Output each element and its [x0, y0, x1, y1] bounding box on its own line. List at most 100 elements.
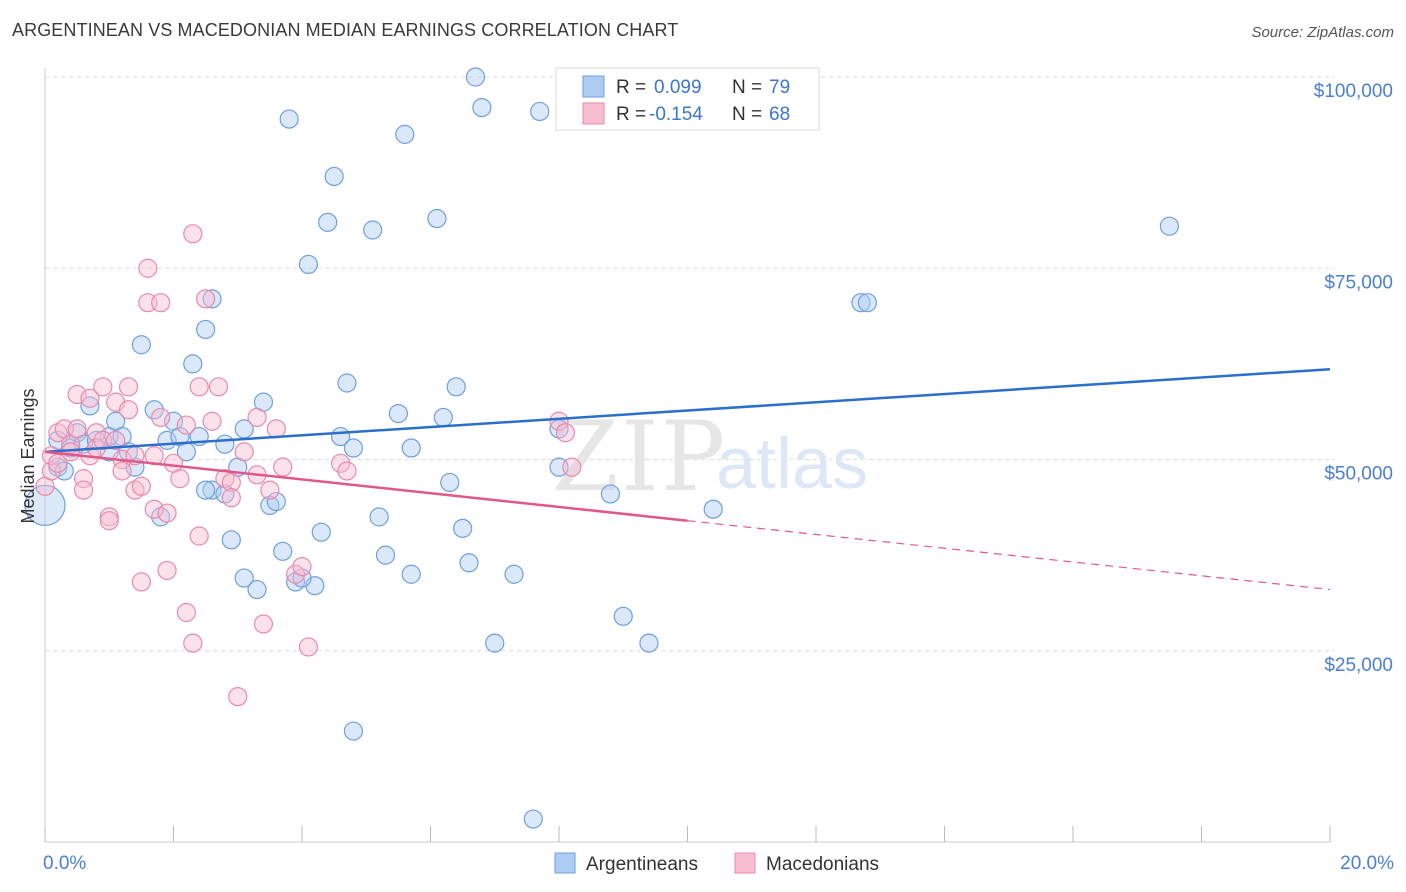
argentinean-point	[298, 254, 319, 275]
argentinean-point	[273, 541, 293, 561]
legend-top-r-label-2: R =	[616, 104, 646, 125]
argentinean-point	[530, 101, 550, 122]
argentinean-point	[318, 212, 338, 232]
argentinean-point	[639, 633, 659, 653]
legend-macedonians-label: Macedonians	[766, 854, 879, 875]
argentinean-point	[427, 208, 447, 229]
legend-top-n-value-1: 79	[769, 77, 790, 98]
argentinean-point	[202, 289, 222, 309]
macedonian-point	[330, 453, 351, 473]
legend-top-r-label-1: R =	[616, 77, 646, 98]
argentinean-point	[465, 67, 486, 87]
argentinean-point	[311, 522, 331, 542]
y-axis-label: Median Earnings	[18, 388, 38, 523]
macedonian-point	[176, 602, 196, 623]
argentinean-point	[196, 480, 216, 500]
argentinean-point	[24, 484, 66, 526]
chart-title: ARGENTINEAN VS MACEDONIAN MEDIAN EARNING…	[12, 20, 679, 40]
macedonian-point	[273, 457, 293, 477]
legend-top-n-label-1: N =	[732, 77, 762, 98]
macedonian-point	[86, 423, 107, 443]
macedonian-point	[118, 377, 139, 397]
argentinean-point	[459, 553, 479, 573]
macedonian-point	[292, 556, 312, 577]
macedonian-point	[202, 411, 222, 431]
macedonian-point	[151, 407, 171, 428]
y-tick-label: $25,000	[1324, 655, 1393, 676]
argentinean-point	[324, 166, 344, 187]
macedonian-point	[285, 564, 306, 584]
macedonian-point	[131, 572, 151, 592]
argentinean-point	[196, 319, 216, 340]
argentinean-point	[343, 438, 363, 458]
argentinean-point	[388, 404, 408, 424]
macedonian-point	[221, 472, 241, 493]
macedonian-point	[118, 400, 139, 420]
argentinean-point	[144, 400, 164, 420]
macedonian-point	[151, 293, 171, 313]
legend-top-n-value-2: 68	[769, 104, 790, 125]
macedonian-point	[247, 407, 267, 428]
macedonian-point	[183, 224, 203, 244]
macedonian-trend-line	[44, 450, 688, 522]
argentinean-point	[183, 354, 203, 374]
points-layer	[24, 67, 1179, 829]
chart-source: Source: ZipAtlas.com	[1251, 24, 1394, 41]
argentinean-point	[851, 293, 871, 313]
macedonian-point	[131, 476, 151, 496]
argentinean-point	[279, 109, 299, 129]
macedonian-point	[99, 511, 119, 531]
macedonian-point	[260, 480, 280, 500]
x-tick-label-min: 0.0%	[43, 853, 86, 874]
macedonian-point	[196, 289, 216, 309]
argentinean-point	[504, 564, 524, 584]
legend-argentineans-swatch	[554, 852, 576, 874]
macedonian-point	[208, 377, 229, 397]
argentinean-point	[234, 568, 254, 588]
trend-layer	[44, 367, 1331, 591]
argentinean-point	[857, 293, 878, 313]
legend-top-pink-swatch	[582, 102, 605, 125]
macedonian-point	[93, 377, 113, 397]
macedonian-point	[170, 469, 190, 489]
argentinean-point	[440, 472, 460, 493]
macedonian-trend-extension	[687, 520, 1331, 591]
macedonian-point	[253, 614, 274, 634]
watermark-atlas: atlas	[716, 424, 868, 504]
y-tick-label: $50,000	[1324, 464, 1393, 485]
argentinean-point	[202, 480, 222, 500]
argentinean-point	[363, 220, 383, 240]
argentinean-point	[446, 377, 466, 397]
argentinean-point	[337, 373, 357, 393]
argentinean-point	[401, 564, 421, 584]
argentinean-point	[343, 721, 363, 741]
axis-layer: $25,000 $50,000 $75,000 $100,000 0.0% 20.0%	[43, 68, 1394, 874]
macedonian-point	[112, 461, 132, 481]
macedonian-point	[157, 560, 177, 581]
watermark-zip: ZIP	[552, 401, 727, 513]
argentinean-point	[266, 491, 286, 512]
macedonian-point	[337, 461, 357, 481]
legend-macedonians-swatch	[734, 852, 756, 874]
legend-top-r-value-2: -0.154	[649, 104, 703, 125]
watermark: ZIP atlas	[552, 401, 868, 513]
macedonian-point	[189, 526, 209, 546]
argentinean-point	[369, 507, 389, 527]
legend-top: R = 0.099 N = 79 R = -0.154 N = 68	[555, 67, 820, 131]
y-tick-label: $100,000	[1314, 81, 1393, 102]
macedonian-point	[80, 388, 100, 408]
argentinean-point	[523, 809, 543, 829]
argentinean-point	[472, 97, 492, 118]
argentinean-point	[80, 396, 100, 416]
legend-top-n-label-2: N =	[732, 104, 762, 125]
legend-top-r-value-1: 0.099	[654, 77, 702, 98]
macedonian-point	[234, 442, 254, 462]
argentinean-point	[131, 335, 151, 355]
argentinean-point	[613, 606, 633, 626]
y-tick-label: $75,000	[1324, 272, 1393, 293]
argentinean-point	[395, 124, 415, 144]
argentinean-point	[485, 633, 505, 653]
argentinean-point	[703, 499, 723, 519]
